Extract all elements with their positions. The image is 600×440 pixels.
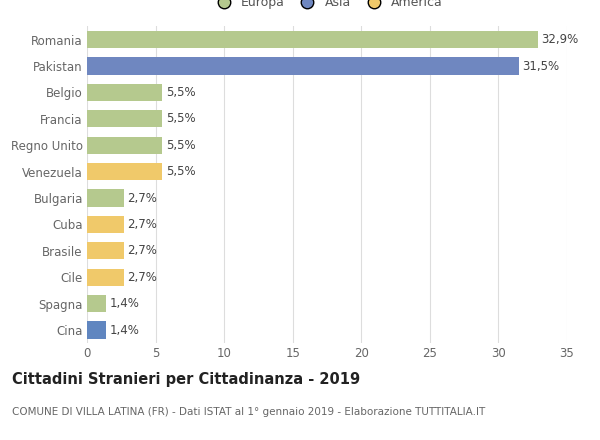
Bar (87, 31, 538, 48)
Text: 31,5%: 31,5% (523, 59, 560, 73)
Text: 5,5%: 5,5% (166, 165, 196, 178)
Bar (87, 189, 124, 207)
Bar (87, 295, 106, 312)
Bar (87, 136, 163, 154)
Text: 2,7%: 2,7% (127, 271, 157, 284)
Bar (87, 321, 106, 339)
Bar (87, 242, 124, 260)
Bar (87, 84, 163, 101)
Text: 1,4%: 1,4% (110, 297, 140, 310)
Bar (87, 57, 519, 74)
Bar (87, 110, 163, 128)
Text: 32,9%: 32,9% (542, 33, 579, 46)
Text: Cittadini Stranieri per Cittadinanza - 2019: Cittadini Stranieri per Cittadinanza - 2… (12, 372, 360, 387)
Bar (87, 216, 124, 233)
Text: 5,5%: 5,5% (166, 86, 196, 99)
Text: 2,7%: 2,7% (127, 191, 157, 205)
Text: 5,5%: 5,5% (166, 139, 196, 152)
Text: 2,7%: 2,7% (127, 244, 157, 257)
Legend: Europa, Asia, America: Europa, Asia, America (211, 0, 443, 9)
Text: 5,5%: 5,5% (166, 112, 196, 125)
Bar (87, 268, 124, 286)
Text: 2,7%: 2,7% (127, 218, 157, 231)
Bar (87, 163, 163, 180)
Text: 1,4%: 1,4% (110, 323, 140, 337)
Text: COMUNE DI VILLA LATINA (FR) - Dati ISTAT al 1° gennaio 2019 - Elaborazione TUTTI: COMUNE DI VILLA LATINA (FR) - Dati ISTAT… (12, 407, 485, 417)
